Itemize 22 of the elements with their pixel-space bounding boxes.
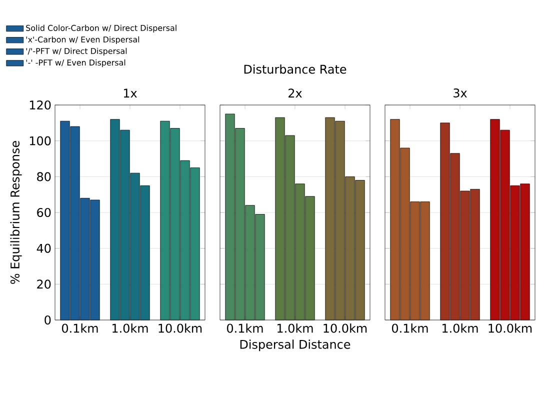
text: Disturbance Rate (244, 64, 346, 74)
y-tick-label: 80 (37, 172, 51, 182)
y-tick-label: 40 (36, 244, 51, 253)
y-axis-title: % Equilibrium Response (10, 141, 22, 284)
x-tick-label: 10.0km (158, 324, 202, 333)
chart-title: 1x (124, 88, 137, 98)
x-tick-label: 0.1km (392, 324, 428, 333)
y-tick-label: 20 (37, 280, 51, 289)
x-tick-label: 1.0km (278, 324, 313, 333)
x-tick-label: 1.0km (112, 324, 148, 333)
y-tick-label: 100 (30, 136, 51, 146)
chart-title: 2x (288, 88, 302, 98)
x-tick-label: 0.1km (226, 324, 263, 333)
x-tick-label: 10.0km (324, 324, 367, 333)
y-tick-label: 0 (44, 315, 51, 325)
x-tick-label: 10.0km (488, 324, 532, 333)
chart-title: 3x (454, 88, 467, 98)
x-tick-label: 1.0km (442, 324, 478, 333)
y-tick-label: 120 (30, 100, 51, 110)
y-tick-label: 60 (37, 208, 51, 218)
x-axis-title: Dispersal Distance (240, 340, 350, 352)
x-tick-label: 0.1km (62, 324, 98, 333)
